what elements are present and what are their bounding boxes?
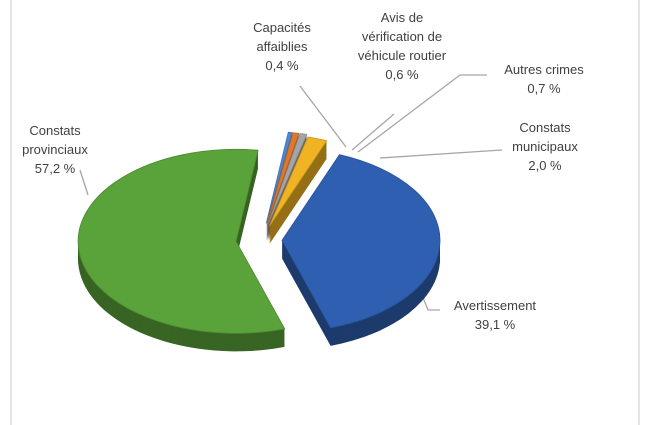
slice [266, 132, 300, 224]
value-label: 57,2 % [34, 161, 76, 176]
category-label: Constats municipaux [512, 120, 578, 154]
value-label: 0,4 % [265, 58, 299, 73]
label: Capacités affaiblies 0,4 % [240, 18, 324, 75]
slice-side [268, 135, 307, 226]
slice [265, 131, 293, 224]
slice-side [267, 134, 299, 226]
value-label: 2,0 % [528, 158, 562, 173]
category-label: Constats provinciaux [22, 123, 88, 157]
label: Autres crimes 0,7 % [484, 60, 604, 98]
category-label: Capacités affaiblies [253, 20, 311, 54]
slice-side [268, 137, 307, 228]
value-label: 0,7 % [527, 81, 561, 96]
slice-side [268, 136, 307, 227]
slice [267, 133, 308, 224]
slice [77, 148, 286, 334]
label: Constats municipaux 2,0 % [500, 118, 590, 175]
label: Constats provinciaux 57,2 % [8, 121, 102, 178]
category-label: Avis de vérification de véhicule routier [357, 10, 447, 63]
label: Avis de vérification de véhicule routier… [352, 8, 452, 84]
slice [268, 136, 328, 227]
value-label: 0,6 % [385, 67, 419, 82]
value-label: 39,1 % [474, 317, 516, 332]
slice [281, 154, 441, 329]
label: Avertissement 39,1 % [435, 296, 555, 334]
pie [77, 131, 441, 352]
category-label: Autres crimes [504, 62, 584, 77]
category-label: Avertissement [453, 298, 537, 313]
